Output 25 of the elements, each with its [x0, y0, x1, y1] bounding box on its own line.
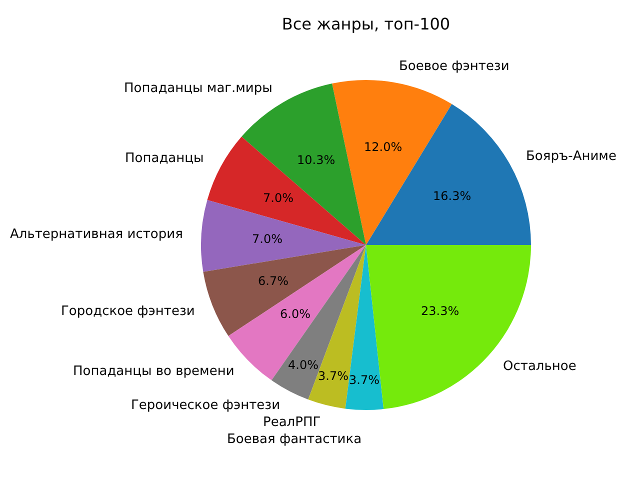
slice-label: Героическое фэнтези — [131, 398, 280, 413]
data-label: 10.3% — [297, 153, 336, 167]
data-label: 12.0% — [364, 140, 402, 154]
data-label: 3.7% — [318, 369, 348, 383]
data-label: 7.0% — [252, 232, 282, 246]
slice-label: РеалРПГ — [263, 415, 321, 430]
slice-label: Боевое фэнтези — [399, 59, 510, 74]
chart-title: Все жанры, топ-100 — [282, 14, 450, 34]
data-label: 23.3% — [421, 304, 460, 318]
slice-label: Попаданцы во времени — [73, 364, 234, 379]
slice-label: Остальное — [503, 359, 576, 374]
data-label: 6.0% — [280, 307, 310, 321]
data-label: 3.7% — [349, 373, 380, 387]
slice-label: Попаданцы маг.миры — [124, 81, 272, 96]
data-label: 6.7% — [258, 274, 288, 288]
slice-label: Попаданцы — [125, 151, 204, 166]
data-label: 16.3% — [433, 189, 472, 203]
data-label: 7.0% — [263, 191, 294, 205]
slice-label: Боевая фантастика — [227, 432, 362, 447]
slice-label: Городское фэнтези — [61, 304, 195, 319]
pie-slice — [203, 245, 366, 336]
slice-label: Альтернативная история — [10, 227, 183, 242]
pie-slice — [207, 136, 366, 245]
slice-label: Бояръ-Аниме — [526, 149, 616, 164]
data-label: 4.0% — [288, 358, 318, 372]
